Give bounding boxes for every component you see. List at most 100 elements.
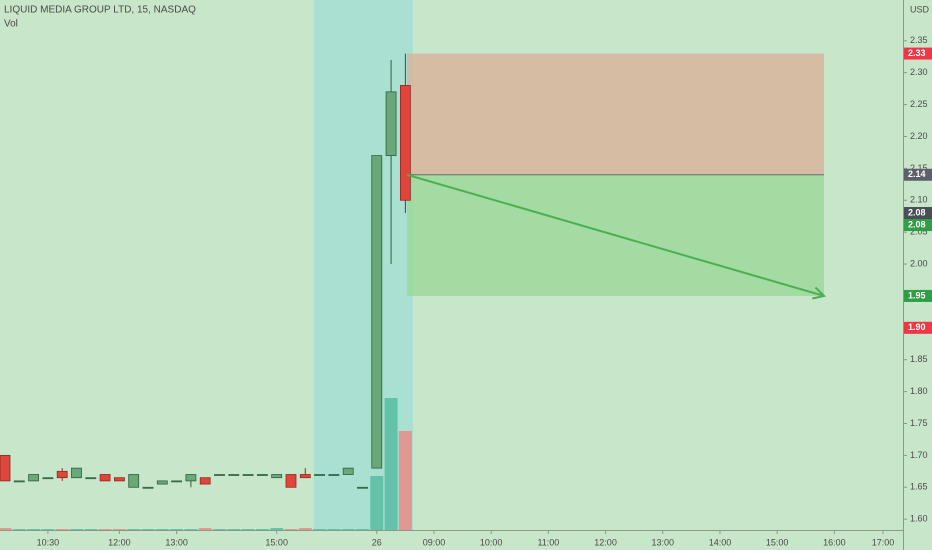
y-tick-label: 2.15	[910, 163, 928, 173]
stop-zone	[407, 53, 824, 175]
y-tick-label: 1.70	[910, 450, 928, 460]
x-tick-label: 15:00	[766, 537, 789, 547]
candle-body	[56, 470, 68, 479]
candle-body	[0, 454, 11, 482]
candle-body	[156, 480, 168, 485]
x-tick-label: 13:00	[652, 537, 675, 547]
price-label-box	[904, 219, 932, 232]
x-tick-label: 10:00	[480, 537, 503, 547]
volume-label: Vol	[4, 19, 18, 30]
price-label-box	[904, 168, 932, 181]
candle-body	[185, 474, 197, 482]
volume-bar	[384, 398, 398, 530]
price-label-box	[904, 47, 932, 60]
volume-bar	[127, 529, 141, 530]
y-tick-label: 2.30	[910, 67, 928, 77]
candle-body	[85, 477, 97, 480]
price-label: 2.08	[908, 207, 926, 217]
x-tick-label: 12:00	[108, 537, 131, 547]
candle-body	[328, 474, 340, 476]
session-shade	[314, 0, 413, 530]
candle-body	[142, 486, 154, 489]
volume-bar	[241, 529, 255, 530]
volume-bar	[284, 529, 298, 530]
volume-bar	[55, 529, 69, 530]
y-tick-label: 1.80	[910, 386, 928, 396]
candle-body	[199, 477, 211, 485]
x-tick-label: 10:30	[37, 537, 60, 547]
price-label: 2.08	[908, 219, 926, 229]
price-label: 2.33	[908, 48, 926, 58]
volume-bar	[198, 528, 212, 530]
y-unit: USD	[910, 4, 930, 14]
plot	[0, 53, 827, 530]
price-label-box	[904, 321, 932, 334]
volume-bar	[112, 529, 126, 530]
y-tick-label: 2.20	[910, 131, 928, 141]
y-tick-label: 2.25	[910, 99, 928, 109]
volume-bar	[355, 529, 369, 530]
y-tick-label: 1.75	[910, 418, 928, 428]
x-tick-label: 11:00	[537, 537, 559, 547]
volume-bar	[398, 431, 412, 530]
y-tick-label: 2.05	[910, 227, 928, 237]
arrow-head	[812, 286, 827, 300]
x-tick-label: 13:00	[165, 537, 188, 547]
candle-body	[271, 474, 283, 479]
x-tick-label: 16:00	[823, 537, 846, 547]
volume-bar	[298, 528, 312, 530]
price-label-box	[904, 289, 932, 302]
volume-bar	[12, 529, 26, 530]
candle-body	[371, 155, 383, 469]
chart-title: LIQUID MEDIA GROUP LTD, 15, NASDAQ	[4, 5, 196, 16]
volume-bar	[84, 529, 98, 530]
y-tick-label: 1.85	[910, 354, 928, 364]
volume-bar	[170, 529, 184, 530]
volume-bar	[27, 529, 41, 530]
price-label: 1.90	[908, 322, 926, 332]
candle-body	[214, 474, 225, 476]
x-tick-label: 17:00	[872, 537, 895, 547]
x-tick-label: 26	[372, 537, 382, 547]
volume-bar	[212, 529, 226, 530]
candle-body	[314, 474, 325, 476]
volume-bar	[41, 529, 55, 530]
candle-body	[99, 474, 111, 482]
volume-bar	[184, 529, 198, 530]
y-tick-label: 1.65	[910, 482, 928, 492]
volume-bar	[98, 529, 112, 530]
x-tick-label: 12:00	[594, 537, 617, 547]
position-arrow	[406, 173, 825, 297]
volume-bar	[141, 529, 155, 530]
volume-bar	[341, 529, 355, 530]
candle-body	[285, 474, 297, 488]
volume-bar	[255, 529, 269, 530]
candle-body	[242, 474, 254, 476]
volume-bar	[313, 529, 327, 530]
volume-bar	[155, 529, 169, 530]
candle-body	[342, 467, 354, 475]
y-tick-label: 2.10	[910, 195, 928, 205]
candle-body	[399, 85, 411, 201]
candle-body	[299, 474, 311, 479]
x-tick-label: 15:00	[265, 537, 288, 547]
y-tick-label: 1.60	[910, 514, 928, 524]
x-tick-label: 14:00	[709, 537, 732, 547]
volume-bar	[270, 528, 284, 530]
volume-bar	[70, 529, 84, 530]
candle-body	[42, 477, 54, 480]
volume-bar	[370, 476, 384, 530]
price-label: 2.14	[908, 169, 926, 179]
candle-body	[71, 467, 82, 479]
volume-bar	[227, 529, 241, 530]
price-label-box	[904, 207, 932, 220]
candle-body	[357, 486, 368, 489]
candle-body	[256, 474, 268, 476]
volume-bar	[0, 528, 12, 530]
y-tick-label: 2.00	[910, 258, 928, 268]
candle-body	[28, 474, 40, 482]
candle-body	[228, 474, 240, 476]
volume-bar	[327, 529, 341, 530]
candle-body	[385, 91, 397, 157]
